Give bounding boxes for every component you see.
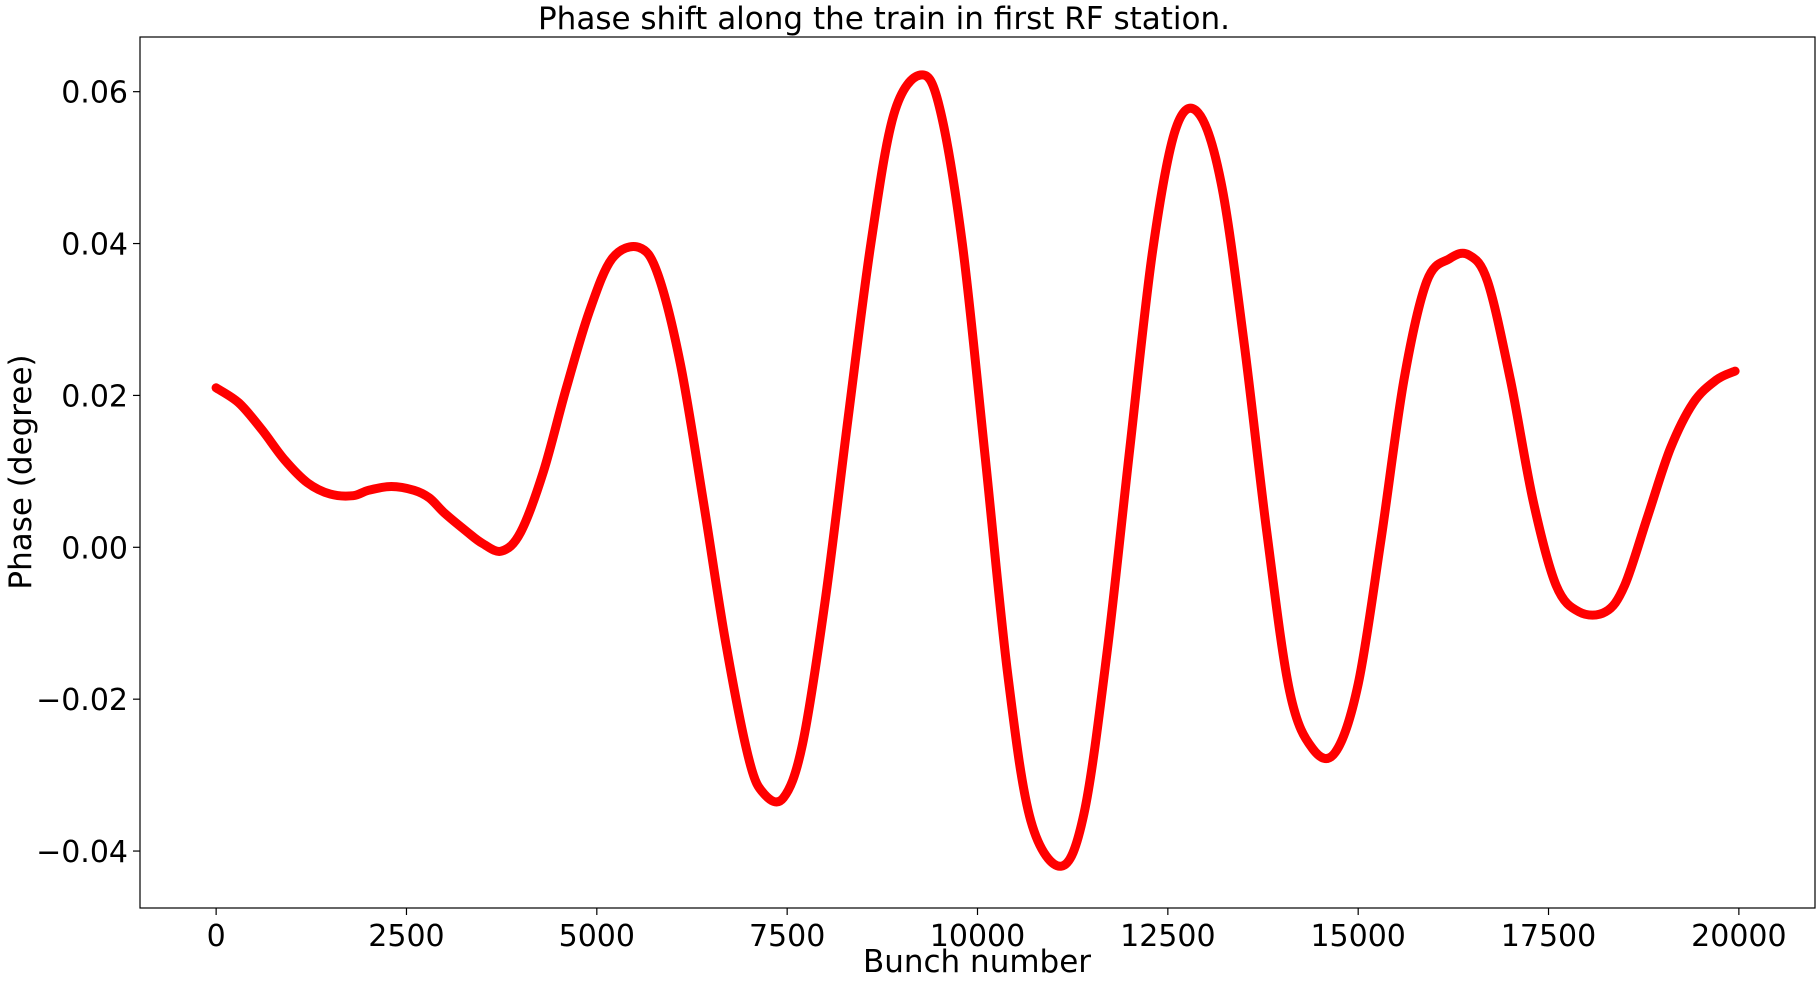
y-axis-ticks: −0.04 −0.02 0.00 0.02 0.04 0.06 xyxy=(36,76,140,870)
y-tick-label: 0.02 xyxy=(61,379,128,414)
y-tick-label: −0.02 xyxy=(36,683,128,718)
x-tick-label: 17500 xyxy=(1501,919,1596,954)
y-tick-label: 0.06 xyxy=(61,76,128,111)
x-axis-ticks: 0 2500 5000 7500 10000 12500 15000 17500 20000 xyxy=(207,908,1787,954)
x-tick-label: 10000 xyxy=(930,919,1025,954)
series-line-phase xyxy=(211,70,1740,871)
y-tick-label: 0.04 xyxy=(61,228,128,263)
x-tick-label: 5000 xyxy=(559,919,635,954)
x-tick-label: 20000 xyxy=(1691,919,1786,954)
plot-frame xyxy=(139,36,1816,909)
x-tick-label: 7500 xyxy=(749,919,825,954)
x-tick-label: 15000 xyxy=(1310,919,1405,954)
x-axis-label: Bunch number xyxy=(863,944,1091,980)
x-tick-label: 12500 xyxy=(1120,919,1215,954)
x-tick-label: 0 xyxy=(207,919,226,954)
chart-title: Phase shift along the train in first RF … xyxy=(538,1,1230,37)
y-tick-label: −0.04 xyxy=(36,835,128,870)
x-tick-label: 2500 xyxy=(368,919,444,954)
y-axis-label: Phase (degree) xyxy=(3,354,39,589)
y-tick-label: 0.00 xyxy=(61,531,128,566)
plot-area xyxy=(139,36,1816,909)
